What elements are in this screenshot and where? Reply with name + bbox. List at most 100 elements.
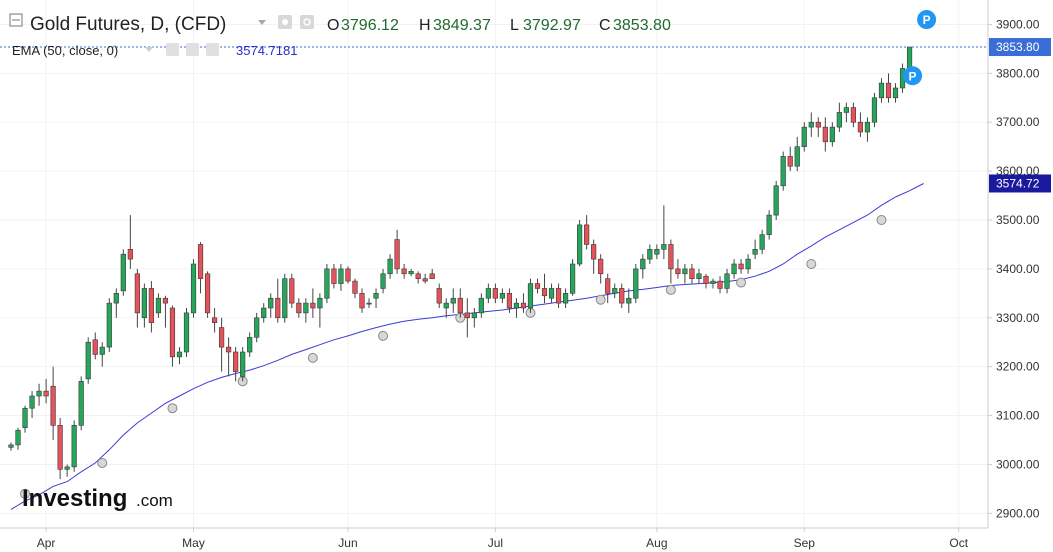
candle[interactable] [254,312,260,343]
candle[interactable] [190,259,197,318]
indicator-eye-icon[interactable] [166,43,179,56]
candle[interactable] [801,122,807,152]
candle[interactable] [289,273,295,308]
p-marker[interactable]: P [903,66,923,86]
candle[interactable] [605,273,611,304]
candle[interactable] [8,442,14,451]
indicator-close-icon[interactable] [206,43,219,56]
candle[interactable] [401,264,407,279]
candle[interactable] [233,347,239,382]
candle[interactable] [162,295,169,328]
indicator-chevron-down-icon[interactable] [145,47,153,52]
candle[interactable] [815,117,821,137]
candle[interactable] [268,293,274,318]
candle[interactable] [366,298,372,308]
candle[interactable] [682,264,688,284]
candle[interactable] [394,229,400,274]
candle[interactable] [429,268,435,279]
candle[interactable] [731,259,737,279]
candle[interactable] [738,259,744,274]
ema-marker[interactable] [307,352,318,363]
candle[interactable] [106,298,112,352]
candle[interactable] [619,283,625,308]
candle[interactable] [836,102,842,132]
candle[interactable] [689,264,695,284]
ema-marker[interactable] [595,294,606,305]
candle[interactable] [373,288,379,308]
candle[interactable] [471,308,477,328]
candle[interactable] [282,273,288,323]
candle[interactable] [183,308,190,357]
p-marker[interactable]: P [917,10,937,30]
candle[interactable] [226,337,232,377]
candle[interactable] [478,293,484,318]
candle[interactable] [120,249,126,296]
candle[interactable] [296,298,302,318]
candle[interactable] [331,264,337,289]
candle[interactable] [443,298,449,318]
candle[interactable] [773,180,779,220]
candle[interactable] [71,420,77,472]
candle[interactable] [506,288,513,313]
candle[interactable] [520,293,527,313]
candle[interactable] [415,271,421,284]
candle[interactable] [569,259,576,296]
candle[interactable] [310,288,316,318]
candle[interactable] [303,298,309,323]
candle[interactable] [745,254,751,274]
candle[interactable] [338,264,344,291]
candle[interactable] [275,278,281,323]
candle[interactable] [408,268,414,277]
candle[interactable] [450,288,456,313]
candle[interactable] [633,264,639,304]
ema-marker[interactable] [97,457,108,468]
ema-marker[interactable] [736,277,747,288]
candle[interactable] [527,278,534,313]
ema-marker[interactable] [20,488,31,499]
candle[interactable] [197,242,204,294]
candle[interactable] [612,283,618,299]
candle[interactable] [457,288,463,318]
candle[interactable] [436,283,442,308]
candle[interactable] [127,215,133,269]
candle[interactable] [57,418,63,480]
candle[interactable] [555,283,562,308]
candle[interactable] [752,239,758,260]
candle[interactable] [850,102,856,128]
candle[interactable] [15,427,21,450]
candle[interactable] [871,92,878,128]
candle[interactable] [640,254,646,279]
candle[interactable] [50,366,56,440]
candle[interactable] [626,288,632,313]
candle[interactable] [317,293,323,328]
candle[interactable] [36,383,42,406]
candle[interactable] [562,288,569,308]
candle[interactable] [808,112,814,137]
candle[interactable] [584,215,590,250]
candle[interactable] [843,102,849,123]
candle[interactable] [647,244,653,264]
candle[interactable] [668,239,674,284]
indicator-gear-icon[interactable] [186,43,199,56]
ema-marker[interactable] [167,403,178,414]
ema-marker[interactable] [876,215,887,225]
candle[interactable] [22,405,28,433]
candle[interactable] [359,288,365,313]
candle[interactable] [766,210,772,240]
candle[interactable] [380,268,386,294]
candle[interactable] [85,337,91,384]
candle[interactable] [92,332,98,360]
candle[interactable] [99,342,105,367]
time-axis[interactable]: Apr May Jun Jul Aug Sep Oct [37,528,969,550]
candle[interactable] [134,268,140,328]
candle[interactable] [534,278,541,294]
candle[interactable] [464,298,470,338]
candle[interactable] [141,283,147,328]
candle[interactable] [864,117,871,142]
candle[interactable] [352,278,358,299]
candle[interactable] [703,273,709,289]
candle[interactable] [513,298,520,318]
candle[interactable] [541,273,548,304]
candle[interactable] [240,347,246,382]
candle[interactable] [780,151,786,191]
